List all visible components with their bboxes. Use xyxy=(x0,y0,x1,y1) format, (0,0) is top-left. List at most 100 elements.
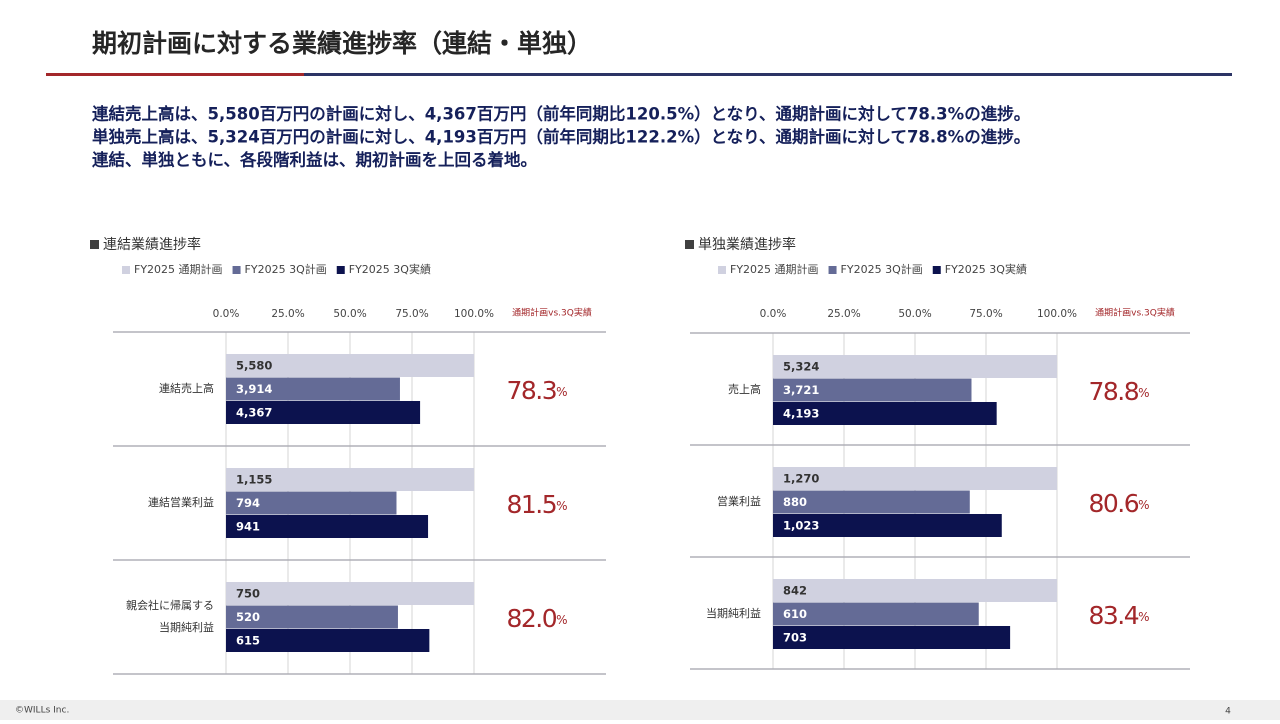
progress-unit: % xyxy=(556,385,567,399)
chart-title: 単独業績進捗率 xyxy=(698,236,796,253)
progress-rate: 78.8% xyxy=(1088,377,1149,406)
category-label: 営業利益 xyxy=(717,494,761,508)
bar-value-label: 1,023 xyxy=(783,519,819,533)
x-tick-label: 50.0% xyxy=(898,308,931,320)
bar-value-label: 520 xyxy=(236,610,260,624)
bar xyxy=(226,629,430,652)
bar-value-label: 4,367 xyxy=(236,406,272,420)
title-bullet xyxy=(685,240,694,249)
legend-swatch xyxy=(718,266,726,274)
progress-unit: % xyxy=(1138,498,1149,512)
legend-swatch xyxy=(828,266,837,274)
bar-value-label: 1,155 xyxy=(236,473,272,487)
bar xyxy=(773,490,970,514)
bar xyxy=(226,491,397,515)
legend-label: FY2025 通期計画 xyxy=(134,262,223,276)
legend-swatch xyxy=(232,266,241,274)
category-label: 当期純利益 xyxy=(159,620,214,634)
summary-line: 連結、単独ともに、各段階利益は、期初計画を上回る着地。 xyxy=(92,150,537,170)
bar xyxy=(226,377,400,401)
x-tick-label: 50.0% xyxy=(333,308,366,320)
x-tick-label: 75.0% xyxy=(395,308,428,320)
bar-value-label: 750 xyxy=(236,587,260,601)
x-tick-label: 0.0% xyxy=(760,308,787,320)
progress-rate: 81.5% xyxy=(506,490,567,519)
footer-band xyxy=(0,700,1280,720)
progress-rate: 78.3% xyxy=(506,376,567,405)
title-rule xyxy=(304,73,1232,76)
progress-unit: % xyxy=(556,499,567,513)
legend-swatch xyxy=(932,266,941,274)
legend-label: FY2025 3Q実績 xyxy=(945,262,1027,276)
x-tick-label: 100.0% xyxy=(1037,308,1077,320)
category-label: 売上高 xyxy=(728,382,761,396)
x-tick-label: 25.0% xyxy=(827,308,860,320)
bar-value-label: 941 xyxy=(236,520,260,534)
bar-value-label: 842 xyxy=(783,584,807,598)
bar-value-label: 4,193 xyxy=(783,407,819,421)
bar xyxy=(773,579,1057,602)
progress-header: 通期計画vs.3Q実績 xyxy=(1095,307,1175,319)
summary-line: 連結売上高は、5,580百万円の計画に対し、4,367百万円（前年同期比120.… xyxy=(92,104,1030,124)
bar xyxy=(226,605,398,629)
progress-value: 81.5 xyxy=(506,490,556,519)
legend-label: FY2025 3Q実績 xyxy=(349,262,431,276)
x-tick-label: 25.0% xyxy=(271,308,304,320)
progress-unit: % xyxy=(1138,386,1149,400)
category-label: 連結営業利益 xyxy=(148,495,214,509)
legend-label: FY2025 3Q計画 xyxy=(245,262,327,276)
bar-value-label: 5,580 xyxy=(236,359,272,373)
progress-header: 通期計画vs.3Q実績 xyxy=(512,307,592,319)
progress-unit: % xyxy=(556,613,567,627)
legend-swatch xyxy=(336,266,345,274)
bar xyxy=(773,378,972,402)
progress-value: 78.8 xyxy=(1088,377,1138,406)
bar xyxy=(773,355,1057,378)
bar-value-label: 1,270 xyxy=(783,472,819,486)
bar xyxy=(226,515,429,538)
progress-value: 78.3 xyxy=(506,376,556,405)
progress-value: 82.0 xyxy=(506,604,556,633)
title-bullet xyxy=(90,240,99,249)
legend-swatch xyxy=(122,266,130,274)
bar-value-label: 3,914 xyxy=(236,382,272,396)
bar-value-label: 703 xyxy=(783,631,807,645)
copyright: ©WILLs Inc. xyxy=(15,706,69,716)
bar xyxy=(773,514,1002,537)
chart-title: 連結業績進捗率 xyxy=(103,236,201,253)
bar xyxy=(773,467,1057,490)
progress-rate: 80.6% xyxy=(1088,489,1149,518)
progress-rate: 82.0% xyxy=(506,604,567,633)
bar xyxy=(773,402,997,425)
category-label: 当期純利益 xyxy=(706,606,761,620)
bar xyxy=(773,602,979,626)
bar xyxy=(773,626,1011,649)
bar xyxy=(226,401,421,424)
category-label: 親会社に帰属する xyxy=(126,598,214,612)
x-tick-label: 0.0% xyxy=(213,308,240,320)
bar xyxy=(226,468,474,491)
summary-line: 単独売上高は、5,324百万円の計画に対し、4,193百万円（前年同期比122.… xyxy=(92,127,1030,147)
bar-value-label: 794 xyxy=(236,496,260,510)
bar xyxy=(226,354,474,377)
category-label: 連結売上高 xyxy=(159,381,214,395)
legend-label: FY2025 通期計画 xyxy=(730,262,819,276)
x-tick-label: 75.0% xyxy=(969,308,1002,320)
bar-value-label: 615 xyxy=(236,634,260,648)
title-rule-accent xyxy=(46,73,304,76)
bar xyxy=(226,582,474,605)
progress-rate: 83.4% xyxy=(1088,601,1149,630)
x-tick-label: 100.0% xyxy=(454,308,494,320)
page-number: 4 xyxy=(1225,707,1231,717)
bar-value-label: 3,721 xyxy=(783,383,819,397)
bar-value-label: 610 xyxy=(783,607,807,621)
bar-value-label: 5,324 xyxy=(783,360,819,374)
progress-value: 83.4 xyxy=(1088,601,1138,630)
legend-label: FY2025 3Q計画 xyxy=(841,262,923,276)
slide-title: 期初計画に対する業績進捗率（連結・単独） xyxy=(92,29,592,58)
bar-value-label: 880 xyxy=(783,495,807,509)
progress-value: 80.6 xyxy=(1088,489,1138,518)
progress-unit: % xyxy=(1138,610,1149,624)
